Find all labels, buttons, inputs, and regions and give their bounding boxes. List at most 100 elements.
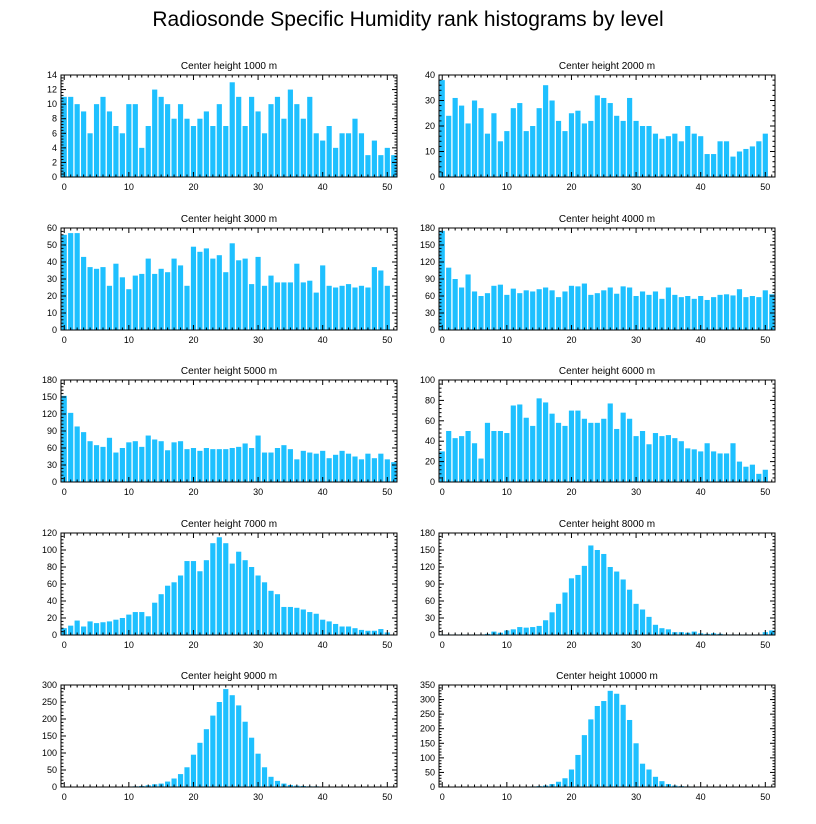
bar [568, 578, 575, 635]
bar [730, 295, 736, 330]
x-tick-label: 0 [440, 640, 445, 650]
bar [294, 459, 300, 482]
bar [126, 614, 132, 635]
x-tick-label: 30 [253, 182, 263, 192]
bar [371, 267, 377, 330]
y-tick-label: 60 [425, 291, 435, 301]
bar [646, 769, 652, 787]
bar [730, 156, 736, 177]
y-tick-label: 60 [425, 416, 435, 426]
bar [87, 133, 93, 177]
bar [358, 285, 365, 330]
bar [274, 96, 281, 177]
x-tick-label: 20 [566, 182, 576, 192]
bar [61, 395, 67, 482]
bar [229, 243, 235, 330]
bar [601, 97, 607, 177]
plot-frame [60, 684, 398, 788]
bar [287, 282, 293, 330]
bar [365, 287, 371, 330]
bar [119, 618, 125, 635]
bar [491, 113, 497, 177]
bar [165, 272, 171, 330]
y-tick-label: 300 [42, 680, 57, 690]
bar [478, 458, 484, 482]
bar [365, 453, 371, 482]
bar [594, 95, 600, 177]
y-tick-label: 300 [420, 695, 435, 705]
bar [717, 453, 723, 482]
x-tick-label: 20 [188, 792, 198, 802]
bar [639, 126, 646, 177]
bar [93, 104, 100, 177]
bar [723, 294, 730, 330]
bar [190, 754, 197, 787]
bar [300, 282, 306, 330]
x-tick-label: 0 [62, 335, 67, 345]
bar [601, 701, 607, 787]
bar [249, 567, 255, 635]
bar [549, 612, 555, 635]
y-tick-label: 0 [52, 630, 57, 640]
bar [678, 297, 684, 330]
bar [478, 108, 484, 177]
bar [452, 438, 458, 482]
bar [378, 453, 384, 482]
bar [242, 560, 248, 635]
bar [543, 620, 549, 635]
histogram-panel-5: Center height 5000 m 0 10 20 30 40 50 0 30 60 90 12… [42, 366, 398, 497]
y-tick-label: 12 [47, 85, 57, 95]
bar [639, 431, 646, 482]
bar [184, 561, 190, 635]
y-tick-label: 90 [47, 426, 57, 436]
plot-frame [60, 532, 398, 636]
x-tick-label: 30 [631, 487, 641, 497]
bar [268, 452, 274, 482]
bar [555, 603, 562, 635]
x-tick-label: 30 [253, 792, 263, 802]
bar [378, 629, 384, 635]
bar [484, 422, 491, 482]
bar [261, 133, 268, 177]
bar [439, 230, 445, 330]
bar [607, 567, 613, 635]
bar [210, 715, 216, 787]
y-tick-label: 100 [420, 375, 435, 385]
bar [581, 123, 587, 177]
bar [698, 296, 704, 330]
y-tick-label: 8 [52, 114, 57, 124]
bar [497, 141, 503, 177]
bar [568, 769, 575, 787]
bar [568, 410, 575, 482]
y-tick-label: 150 [420, 545, 435, 555]
bar [113, 263, 119, 330]
panel-title: Center height 9000 m [181, 671, 277, 682]
x-tick-label: 10 [502, 335, 512, 345]
y-tick-label: 120 [420, 257, 435, 267]
x-tick-label: 40 [696, 792, 706, 802]
bar [326, 621, 332, 635]
bar [139, 612, 145, 635]
bar [633, 743, 639, 787]
histogram-panel-2: Center height 2000 m 0 10 20 30 40 50 0 10 20 30 40 [425, 61, 776, 192]
bar [685, 448, 691, 482]
bar [287, 89, 293, 177]
bar [588, 120, 594, 177]
bar [446, 431, 452, 482]
bar [452, 97, 458, 177]
bar [446, 115, 452, 177]
bar [620, 704, 626, 787]
plot-frame [438, 532, 776, 636]
bar [723, 453, 730, 482]
x-tick-label: 50 [382, 335, 392, 345]
bar [665, 287, 671, 330]
bar [210, 258, 216, 330]
y-tick-label: 120 [420, 562, 435, 572]
bar [659, 628, 665, 635]
y-tick-label: 30 [425, 96, 435, 106]
bar [190, 448, 197, 482]
bar [242, 126, 248, 177]
bar [691, 449, 697, 482]
bar [229, 82, 235, 177]
bar [575, 754, 581, 787]
